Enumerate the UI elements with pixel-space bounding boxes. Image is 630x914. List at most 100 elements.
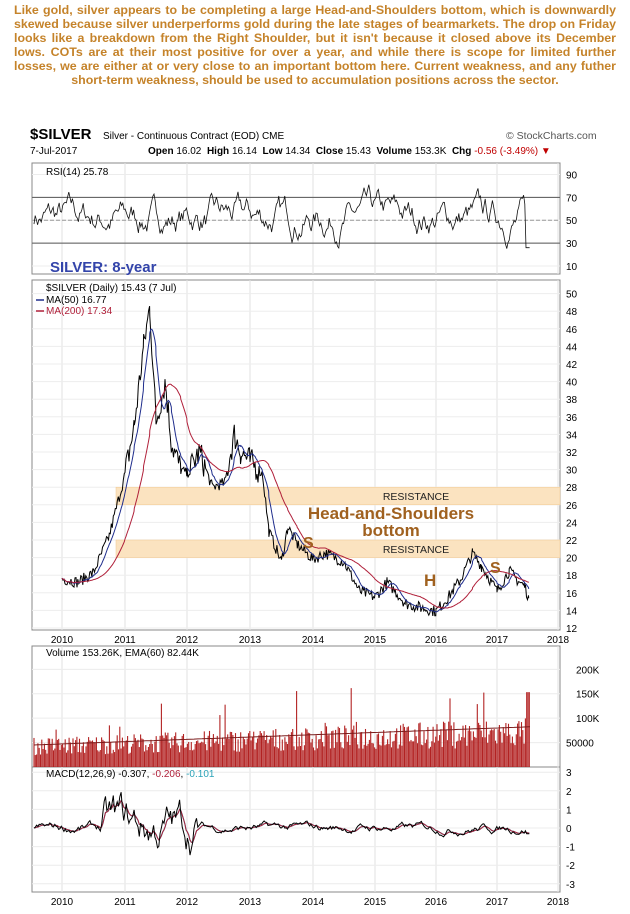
price-legend: $SILVER (Daily) 15.43 (7 Jul)	[46, 283, 176, 294]
hs-label-line2: bottom	[362, 521, 420, 540]
chart-symbol: $SILVER	[30, 126, 92, 143]
high-value: 16.14	[231, 146, 257, 157]
macd-x-label: 2016	[425, 897, 448, 908]
head-label: H	[424, 571, 436, 590]
price-x-label: 2016	[425, 635, 448, 646]
price-tick-label: 22	[566, 536, 578, 547]
macd-line	[33, 792, 530, 856]
macd-tick-label: 3	[566, 768, 572, 779]
resistance-band	[115, 486, 561, 506]
price-tick-label: 38	[566, 395, 578, 406]
price-x-label: 2012	[176, 635, 199, 646]
right-shoulder-label: S	[490, 560, 501, 577]
volume-value: 153.3K	[414, 146, 447, 157]
volume-tick-label: 100K	[576, 714, 600, 725]
price-tick-label: 30	[566, 466, 578, 477]
macd-x-label: 2015	[364, 897, 387, 908]
rsi-tick-label: 50	[566, 216, 578, 227]
volume-bars	[33, 688, 530, 767]
stockcharts-credit[interactable]: © StockCharts.com	[506, 130, 597, 142]
resistance-label: RESISTANCE	[383, 544, 449, 556]
chart-commentary: Like gold, silver appears to be completi…	[14, 3, 616, 87]
ma50-line	[61, 328, 530, 613]
price-tick-label: 40	[566, 378, 578, 389]
volume-tick-label: 200K	[576, 665, 600, 676]
macd-x-label: 2017	[486, 897, 509, 908]
price-panel	[31, 279, 561, 631]
chg-value: -0.56 (-3.49%)	[474, 146, 539, 157]
price-x-label: 2017	[486, 635, 509, 646]
macd-sep: ,	[181, 769, 187, 780]
volume-legend: Volume 153.26K, EMA(60) 82.44K	[46, 648, 199, 659]
macd-x-label: 2013	[239, 897, 262, 908]
macd-tick-label: 2	[566, 787, 572, 798]
volume-tick-label: 50000	[566, 739, 594, 750]
low-label: Low	[262, 146, 283, 157]
open-label: Open	[148, 146, 174, 157]
price-tick-label: 42	[566, 360, 578, 371]
rsi-tick-label: 30	[566, 239, 578, 250]
low-value: 14.34	[285, 146, 311, 157]
price-tick-label: 48	[566, 307, 578, 318]
rsi-line	[33, 184, 530, 250]
price-tick-label: 34	[566, 430, 578, 441]
price-overlay-title: SILVER: 8-year	[50, 259, 157, 276]
macd-x-label: 2014	[302, 897, 325, 908]
macd-x-label: 2011	[114, 897, 136, 908]
open-value: 16.02	[176, 146, 202, 157]
macd-tick-label: 0	[566, 824, 572, 835]
price-tick-label: 32	[566, 448, 578, 459]
price-x-label: 2014	[302, 635, 325, 646]
close-value: 15.43	[345, 146, 371, 157]
price-tick-label: 46	[566, 325, 578, 336]
macd-tick-label: -3	[566, 880, 575, 891]
price-tick-label: 24	[566, 518, 578, 529]
macd-x-label: 2010	[51, 897, 74, 908]
rsi-legend: RSI(14) 25.78	[46, 167, 109, 178]
price-x-label: 2013	[239, 635, 262, 646]
price-tick-label: 18	[566, 571, 578, 582]
price-x-label: 2010	[51, 635, 74, 646]
hs-label-line1: Head-and-Shoulders	[308, 504, 474, 523]
rsi-tick-label: 70	[566, 193, 578, 204]
resistance-band	[115, 539, 561, 558]
price-x-label: 2018	[547, 635, 570, 646]
volume-ema-line	[33, 726, 531, 746]
price-tick-label: 20	[566, 554, 578, 565]
volume-tick-label: 150K	[576, 690, 600, 701]
resistance-label: RESISTANCE	[383, 491, 449, 503]
price-tick-label: 36	[566, 413, 578, 424]
chg-label: Chg	[451, 146, 472, 157]
macd-x-label: 2012	[176, 897, 199, 908]
price-tick-label: 12	[566, 624, 578, 635]
rsi-panel	[31, 162, 561, 275]
price-tick-label: 44	[566, 342, 578, 353]
macd-tick-label: -1	[566, 843, 575, 854]
high-label: High	[206, 146, 230, 157]
price-x-label: 2015	[364, 635, 387, 646]
volume-label: Volume	[376, 146, 412, 157]
macd-x-label: 2018	[547, 897, 570, 908]
chart-date: 7-Jul-2017	[30, 146, 78, 157]
macd-tick-label: 1	[566, 805, 572, 816]
left-shoulder-label: S	[303, 535, 314, 552]
ma50-legend: MA(50) 16.77	[46, 295, 107, 306]
macd-hist-value: -0.101	[186, 769, 215, 780]
price-tick-label: 16	[566, 589, 578, 600]
price-tick-label: 28	[566, 483, 578, 494]
down-arrow-icon: ▼	[540, 146, 551, 157]
macd-panel	[31, 766, 561, 893]
macd-legend: MACD(12,26,9) -0.307, -0.206, -0.101	[46, 769, 215, 780]
price-line	[61, 305, 530, 617]
ma200-legend: MA(200) 17.34	[46, 306, 113, 317]
rsi-tick-label: 90	[566, 170, 578, 181]
price-x-label: 2011	[114, 635, 136, 646]
close-label: Close	[315, 146, 344, 157]
macd-tick-label: -2	[566, 861, 575, 872]
price-tick-label: 14	[566, 606, 578, 617]
chart-description: Silver - Continuous Contract (EOD) CME	[103, 131, 285, 142]
ma200-line	[61, 383, 530, 609]
macd-value: -0.307,	[118, 769, 152, 780]
rsi-tick-label: 10	[566, 262, 578, 273]
